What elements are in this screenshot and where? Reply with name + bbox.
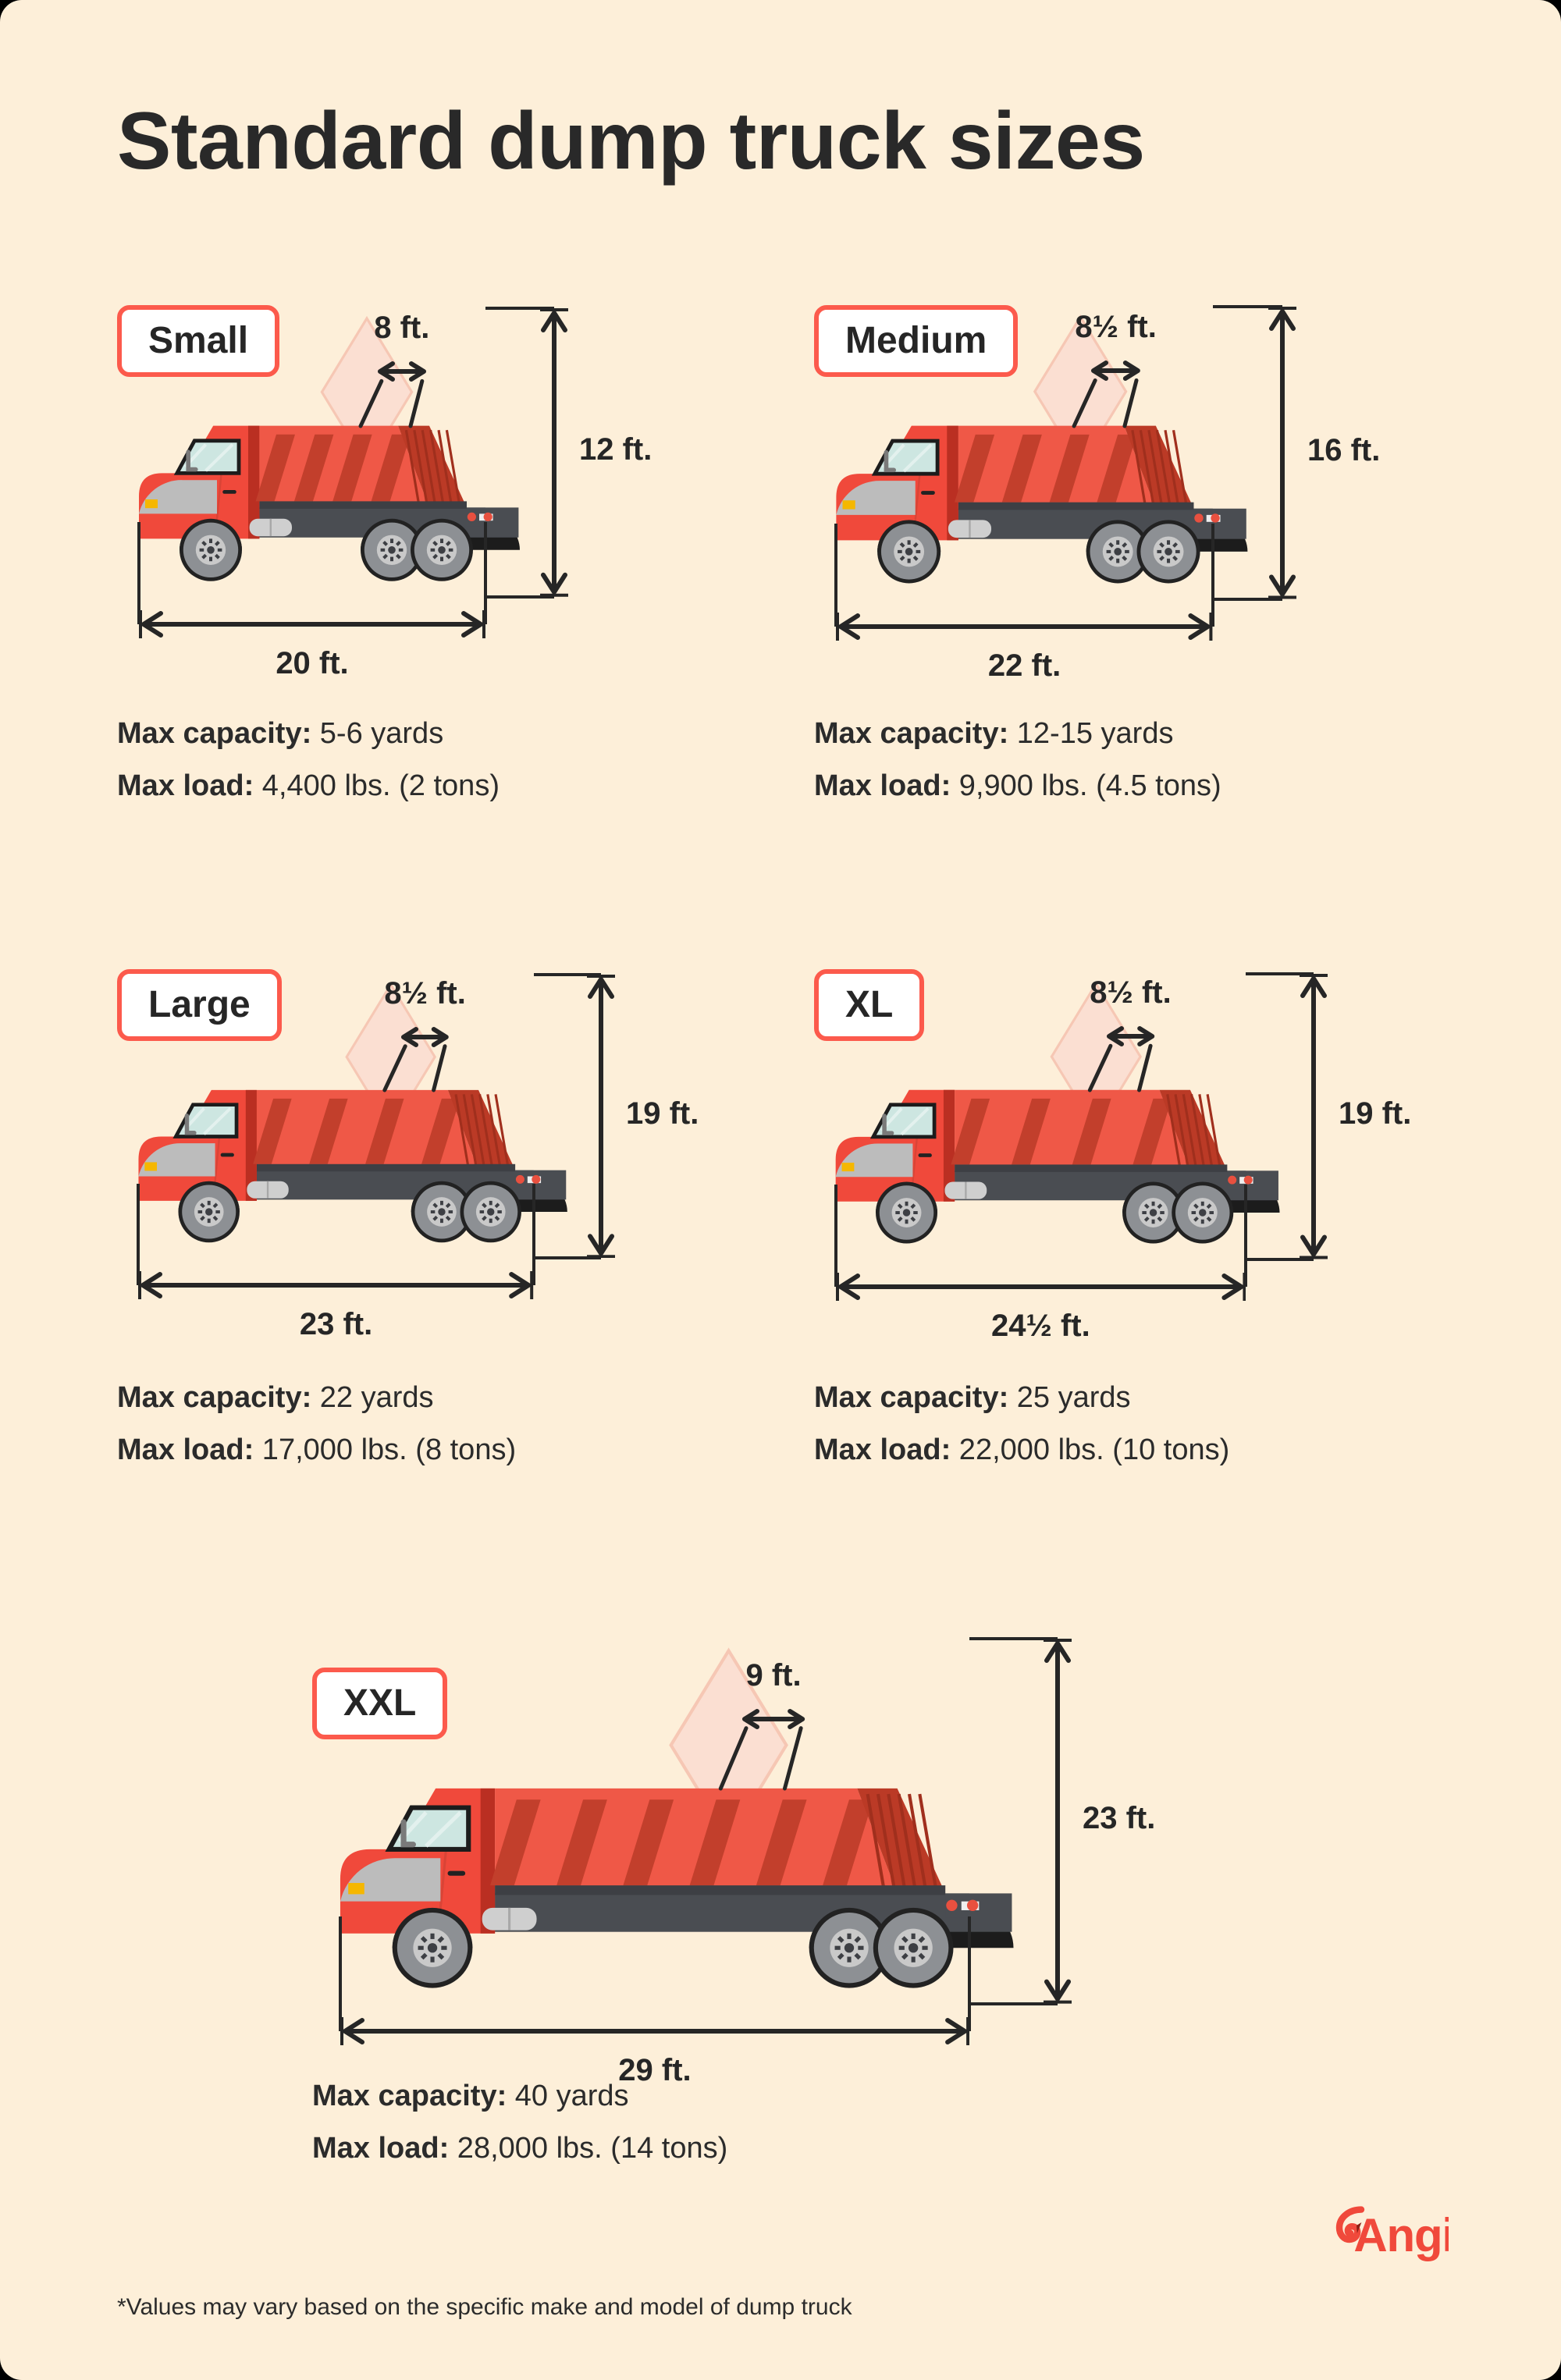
- svg-text:Angi: Angi: [1353, 2209, 1449, 2261]
